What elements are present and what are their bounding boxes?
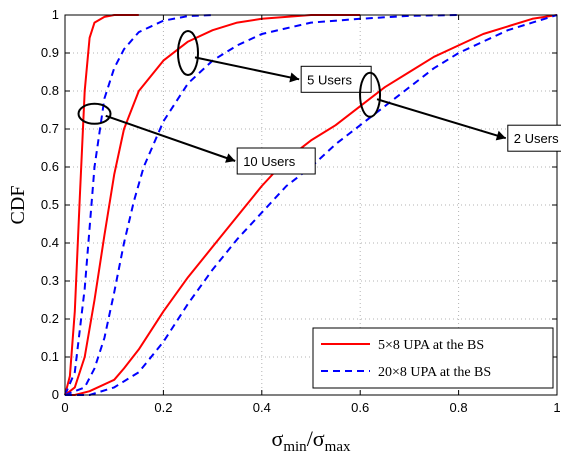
x-label-sigma: σ xyxy=(271,426,283,451)
y-tick-label: 0.1 xyxy=(41,349,59,364)
x-label-sep: /σ xyxy=(307,426,325,451)
y-tick-label: 0.6 xyxy=(41,159,59,174)
x-label-sub-min: min xyxy=(283,439,307,455)
legend-box xyxy=(312,327,554,389)
annotations-layer: 10 Users 5 Users 2 Users xyxy=(77,30,561,175)
annotation-ellipse xyxy=(359,71,382,118)
y-axis-label: CDF xyxy=(7,186,29,225)
annotation-arrowhead xyxy=(289,72,300,83)
y-tick-label: 0.3 xyxy=(41,273,59,288)
annotation-arrow xyxy=(105,114,236,162)
annotation-label: 10 Users xyxy=(243,154,296,169)
x-tick-label: 0.8 xyxy=(450,400,468,415)
annotation-arrowhead xyxy=(495,130,506,141)
y-tick-label: 1 xyxy=(52,7,59,22)
x-tick-label: 0.2 xyxy=(154,400,172,415)
x-tick-label: 1 xyxy=(553,400,560,415)
annotation-arrow xyxy=(376,98,507,140)
legend-label-5x8: 5×8 UPA at the BS xyxy=(378,338,484,353)
series-line xyxy=(64,14,459,396)
annotation-box xyxy=(300,65,372,93)
y-tick-label: 0.8 xyxy=(41,83,59,98)
annotation-box xyxy=(507,124,561,152)
x-tick-label: 0.6 xyxy=(351,400,369,415)
annotation-arrow xyxy=(194,56,300,81)
annotation-label: 5 Users xyxy=(307,72,352,87)
y-tick-label: 0 xyxy=(52,387,59,402)
y-tick-label: 0.4 xyxy=(41,235,59,250)
series-line xyxy=(64,14,361,396)
annotation-ellipse xyxy=(177,30,199,76)
legend-label-20x8: 20×8 UPA at the BS xyxy=(378,365,491,380)
y-tick-label: 0.5 xyxy=(41,197,59,212)
x-tick-label: 0 xyxy=(61,400,68,415)
annotation-arrowhead xyxy=(225,153,236,163)
annotation-ellipse xyxy=(77,102,112,125)
legend: 5×8 UPA at the BS 20×8 UPA at the BS xyxy=(312,327,554,389)
x-tick-label: 0.4 xyxy=(253,400,271,415)
x-axis-label: σmin/σmax xyxy=(271,426,351,455)
annotation-label: 2 Users xyxy=(514,131,559,146)
x-label-sub-max: max xyxy=(325,439,351,455)
y-tick-label: 0.2 xyxy=(41,311,59,326)
y-tick-label: 0.7 xyxy=(41,121,59,136)
y-tick-label: 0.9 xyxy=(41,45,59,60)
annotation-box xyxy=(236,147,316,175)
series-line xyxy=(64,14,213,396)
axis-ticks: 0 0.2 0.4 0.6 0.8 1 0 0.1 0.2 0.3 0.4 0.5 0.6 0.7 0.8 0… xyxy=(41,7,561,415)
